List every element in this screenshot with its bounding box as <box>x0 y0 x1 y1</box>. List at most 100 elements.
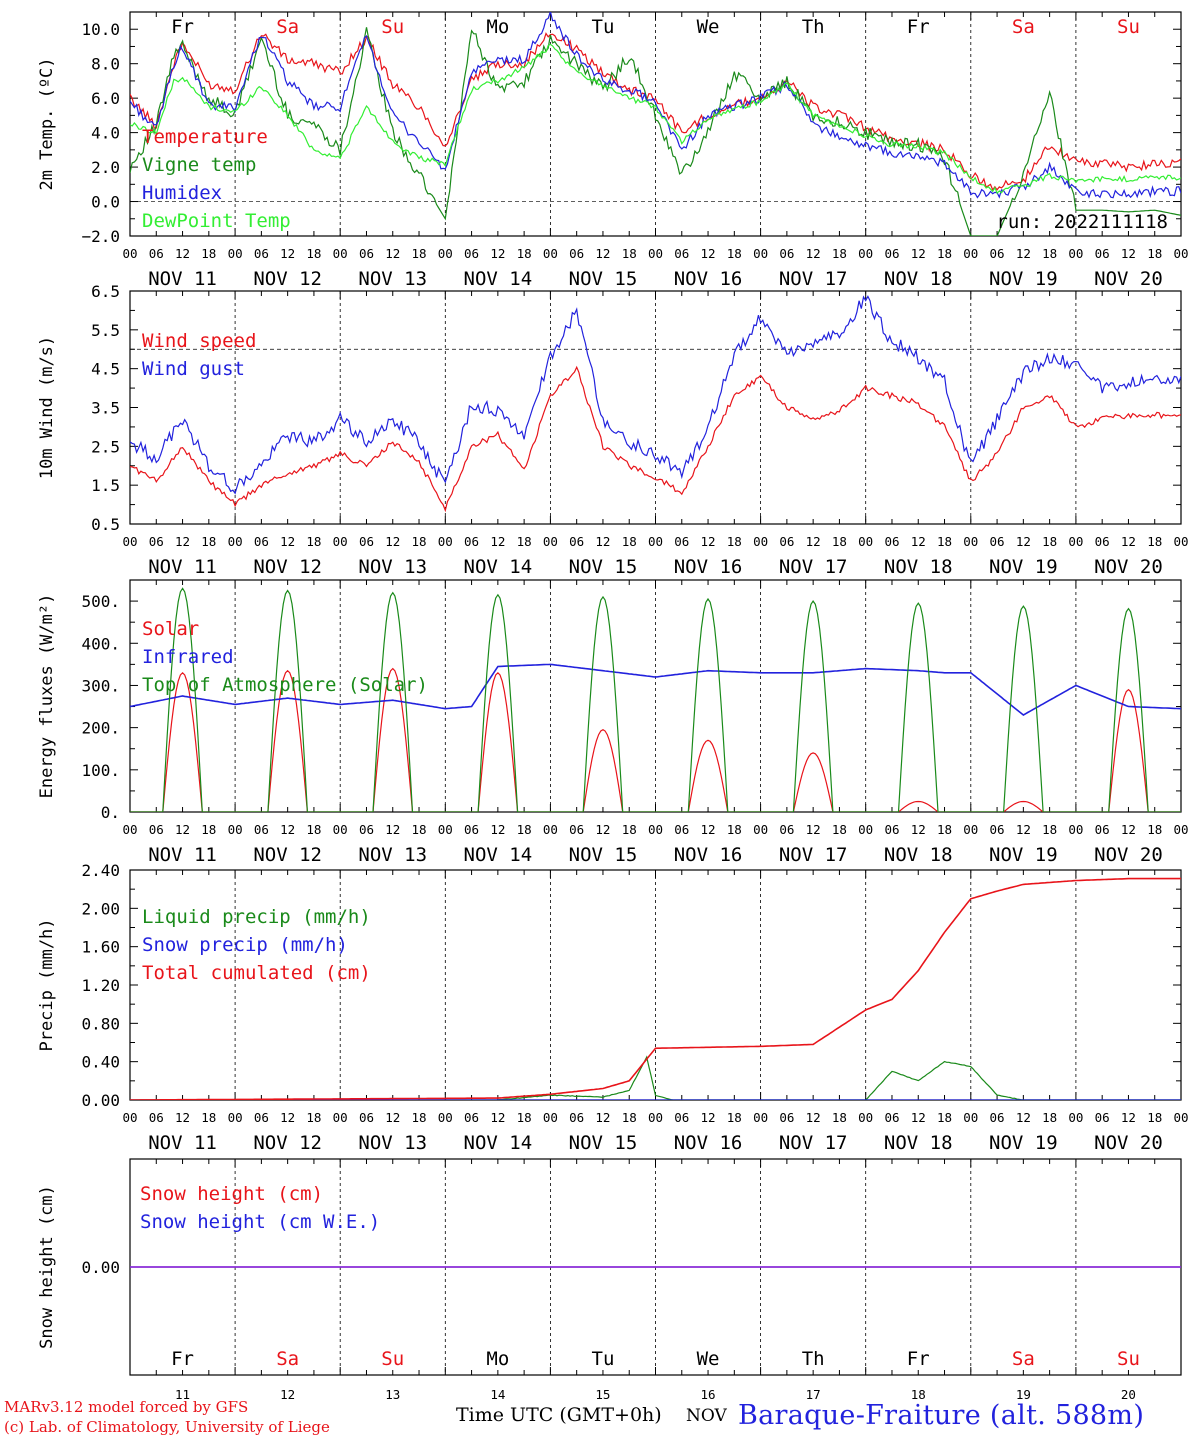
y-tick-label: −2.0 <box>81 227 120 246</box>
day-number: 20 <box>1121 1387 1136 1402</box>
hour-tick-label: 00 <box>1068 1110 1083 1125</box>
series-line-total-cumulated-cm- <box>130 877 1181 1100</box>
legend-entry: Temperature <box>142 126 268 148</box>
hour-tick-label: 06 <box>149 246 164 261</box>
weekday-label: Su <box>1117 1348 1140 1370</box>
hour-tick-label: 00 <box>333 1110 348 1125</box>
series-line-infrared <box>130 663 1181 716</box>
legend-entry: Infrared <box>142 646 234 668</box>
day-label: NOV 19 <box>989 844 1058 866</box>
y-tick-label: 300. <box>81 676 120 695</box>
hour-tick-label: 12 <box>806 246 821 261</box>
y-tick-label: 1.5 <box>91 476 120 495</box>
legend-entry: Vigne temp <box>142 154 256 176</box>
day-label: NOV 17 <box>779 556 848 578</box>
hour-tick-label: 12 <box>806 822 821 837</box>
hour-tick-label: 06 <box>674 534 689 549</box>
hour-tick-label: 06 <box>464 534 479 549</box>
hour-tick-label: 12 <box>701 246 716 261</box>
weekday-label: Mo <box>486 1348 509 1370</box>
hour-tick-label: 06 <box>779 246 794 261</box>
legend-entry: Snow precip (mm/h) <box>142 934 348 956</box>
legend-entry: Total cumulated (cm) <box>142 962 371 984</box>
hour-tick-label: 18 <box>937 534 952 549</box>
y-tick-label: 0.80 <box>81 1014 120 1033</box>
hour-tick-label: 06 <box>149 822 164 837</box>
hour-tick-label: 00 <box>648 822 663 837</box>
hour-tick-label: 00 <box>858 534 873 549</box>
y-tick-label: 0.0 <box>91 193 120 212</box>
day-label: NOV 13 <box>358 844 427 866</box>
panel-2: 0.5 1.5 2.5 3.5 4.5 5.5 6.5 10m Wind (m/s) Wind … <box>37 282 1189 578</box>
day-label: NOV 20 <box>1094 1132 1163 1154</box>
weekday-label: Fr <box>171 1348 194 1370</box>
hour-tick-label: 12 <box>490 246 505 261</box>
series-group <box>130 295 1181 513</box>
legend-entry: Snow height (cm) <box>140 1183 323 1205</box>
hour-tick-label: 18 <box>517 534 532 549</box>
y-axis-title: Snow height (cm) <box>37 1185 57 1349</box>
hour-tick-label: 06 <box>254 822 269 837</box>
y-tick-label: 8.0 <box>91 55 120 74</box>
hour-tick-label: 18 <box>727 1110 742 1125</box>
hour-tick-label: 00 <box>753 822 768 837</box>
hour-tick-label: 06 <box>674 1110 689 1125</box>
panel-1: −2.0 0.0 2.0 4.0 6.0 8.0 10.0 2m Temp. (ºC) Temp… <box>37 11 1189 290</box>
y-tick-label: 5.5 <box>91 321 120 340</box>
hour-tick-label: 06 <box>674 822 689 837</box>
hour-tick-label: 18 <box>622 246 637 261</box>
hour-tick-label: 00 <box>1173 1110 1188 1125</box>
series-line-top-of-atmosphere-solar- <box>130 587 1181 812</box>
hour-tick-label: 18 <box>622 534 637 549</box>
hour-tick-label: 18 <box>517 246 532 261</box>
hour-tick-label: 00 <box>858 1110 873 1125</box>
hour-tick-label: 06 <box>464 246 479 261</box>
weekday-label: We <box>697 16 720 38</box>
weekday-label: Th <box>802 1348 825 1370</box>
hour-tick-label: 12 <box>1016 246 1031 261</box>
y-tick-label: 0.40 <box>81 1053 120 1072</box>
day-label: NOV 11 <box>148 556 217 578</box>
weekday-label: Fr <box>907 16 930 38</box>
y-axis-title: Precip (mm/h) <box>37 918 57 1051</box>
hour-tick-label: 06 <box>1095 246 1110 261</box>
day-label: NOV 19 <box>989 268 1058 290</box>
hour-tick-label: 18 <box>832 822 847 837</box>
hour-tick-label: 12 <box>385 1110 400 1125</box>
day-label: NOV 16 <box>674 556 743 578</box>
y-axis-title: 2m Temp. (ºC) <box>37 57 57 190</box>
hour-tick-label: 00 <box>1068 534 1083 549</box>
hour-tick-label: 12 <box>911 1110 926 1125</box>
hour-tick-label: 18 <box>1042 822 1057 837</box>
hour-tick-label: 18 <box>306 1110 321 1125</box>
hour-tick-label: 06 <box>884 1110 899 1125</box>
hour-tick-label: 18 <box>1147 246 1162 261</box>
hour-tick-label: 00 <box>543 246 558 261</box>
hour-tick-label: 00 <box>228 246 243 261</box>
hour-tick-label: 12 <box>385 534 400 549</box>
weekday-label: Fr <box>171 16 194 38</box>
hour-tick-label: 06 <box>149 1110 164 1125</box>
weekday-label: We <box>697 1348 720 1370</box>
hour-tick-label: 00 <box>228 822 243 837</box>
day-label: NOV 15 <box>569 1132 638 1154</box>
hour-tick-label: 00 <box>1173 246 1188 261</box>
hour-tick-label: 12 <box>595 534 610 549</box>
hour-tick-label: 18 <box>1147 1110 1162 1125</box>
legend-entry: Wind speed <box>142 330 256 352</box>
day-label: NOV 19 <box>989 556 1058 578</box>
series-group <box>130 587 1181 812</box>
hour-tick-label: 18 <box>201 822 216 837</box>
run-label: run: 2022111118 <box>996 211 1168 233</box>
hour-tick-label: 00 <box>963 822 978 837</box>
hour-tick-label: 18 <box>727 822 742 837</box>
hour-tick-label: 06 <box>674 246 689 261</box>
series-line-wind-gust <box>130 295 1181 495</box>
hour-tick-label: 18 <box>832 534 847 549</box>
hour-tick-label: 00 <box>333 534 348 549</box>
hour-tick-label: 12 <box>175 822 190 837</box>
hour-tick-label: 06 <box>1095 822 1110 837</box>
hour-tick-label: 12 <box>1016 822 1031 837</box>
hour-tick-label: 12 <box>385 246 400 261</box>
y-tick-label: 6.0 <box>91 89 120 108</box>
